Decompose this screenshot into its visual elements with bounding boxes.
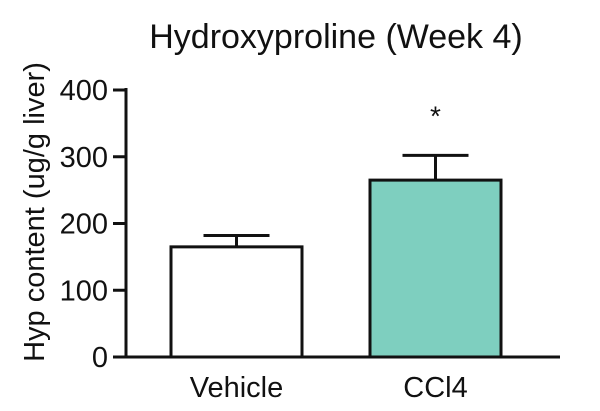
y-tick-label: 200 [60,209,108,241]
y-tick-label: 100 [60,275,108,307]
y-tick-label: 400 [60,75,108,107]
chart-title: Hydroxyproline (Week 4) [149,18,523,56]
bar-vehicle [169,245,304,359]
bar-ccl4 [368,178,503,359]
x-tick-label: CCl4 [403,372,467,404]
y-axis-label: Hyp content (ug/g liver) [19,62,51,362]
y-tick-label: 0 [92,342,108,374]
plot-area: 0 100 200 300 400 Vehicle CCl4 * [60,75,560,404]
significance-marker: * [430,100,441,131]
x-tick-label: Vehicle [190,372,284,404]
y-tick-label: 300 [60,142,108,174]
